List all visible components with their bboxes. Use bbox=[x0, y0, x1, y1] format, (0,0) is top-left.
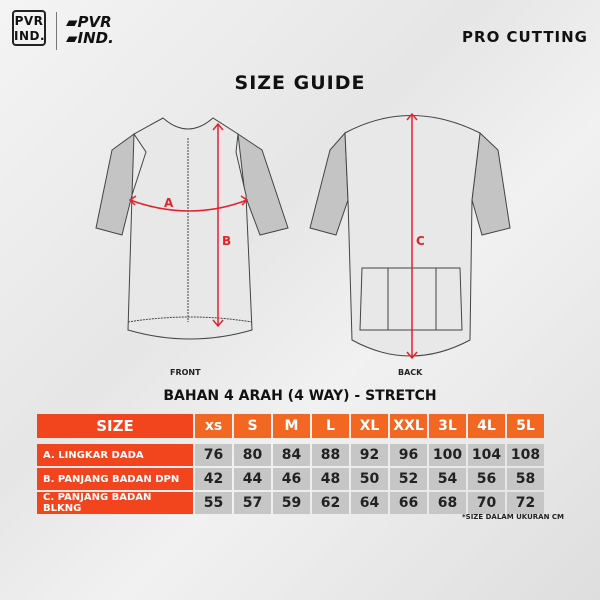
table-cell: 108 bbox=[507, 444, 544, 466]
back-left-sleeve bbox=[309, 131, 349, 236]
header-size: L bbox=[312, 414, 349, 438]
header-size: 5L bbox=[507, 414, 544, 438]
table-row: A. LINGKAR DADA 76 80 84 88 92 96 100 10… bbox=[37, 444, 544, 466]
front-caption: FRONT bbox=[170, 368, 201, 377]
table-cell: 68 bbox=[429, 492, 466, 514]
row-label: C. PANJANG BADAN BLKNG bbox=[37, 492, 193, 514]
table-cell: 46 bbox=[273, 468, 310, 490]
marker-b: B bbox=[222, 234, 232, 248]
row-label: A. LINGKAR DADA bbox=[37, 444, 193, 466]
brand-logo-left: PVR IND. bbox=[12, 10, 46, 46]
brand-logo-right: ▰PVR ▰IND. bbox=[66, 13, 114, 47]
measure-a bbox=[128, 195, 249, 212]
header-size: XL bbox=[351, 414, 388, 438]
size-table: SIZE xs S M L XL XXL 3L 4L 5L A. LINGKAR… bbox=[35, 412, 546, 516]
table-cell: 59 bbox=[273, 492, 310, 514]
table-cell: 44 bbox=[234, 468, 271, 490]
table-cell: 52 bbox=[390, 468, 427, 490]
table-cell: 55 bbox=[195, 492, 232, 514]
table-cell: 88 bbox=[312, 444, 349, 466]
front-body bbox=[127, 117, 253, 340]
table-cell: 84 bbox=[273, 444, 310, 466]
back-jersey bbox=[309, 115, 511, 357]
table-cell: 62 bbox=[312, 492, 349, 514]
table-header-row: SIZE xs S M L XL XXL 3L 4L 5L bbox=[37, 414, 544, 438]
marker-a: A bbox=[164, 196, 174, 210]
table-cell: 70 bbox=[468, 492, 505, 514]
table-cell: 104 bbox=[468, 444, 505, 466]
header-size: XXL bbox=[390, 414, 427, 438]
measure-b bbox=[212, 122, 224, 328]
unit-note: *SIZE DALAM UKURAN CM bbox=[462, 513, 564, 521]
table-row: B. PANJANG BADAN DPN 42 44 46 48 50 52 5… bbox=[37, 468, 544, 490]
table-cell: 66 bbox=[390, 492, 427, 514]
table-cell: 72 bbox=[507, 492, 544, 514]
table-row: C. PANJANG BADAN BLKNG 55 57 59 62 64 66… bbox=[37, 492, 544, 514]
table-cell: 54 bbox=[429, 468, 466, 490]
tagline: PRO CUTTING bbox=[462, 28, 588, 46]
marker-c: C bbox=[416, 234, 425, 248]
table-cell: 42 bbox=[195, 468, 232, 490]
header-size: M bbox=[273, 414, 310, 438]
table-cell: 100 bbox=[429, 444, 466, 466]
back-caption: BACK bbox=[398, 368, 423, 377]
header-size: xs bbox=[195, 414, 232, 438]
table-cell: 80 bbox=[234, 444, 271, 466]
table-cell: 50 bbox=[351, 468, 388, 490]
front-jersey bbox=[95, 117, 289, 340]
page-title: SIZE GUIDE bbox=[234, 72, 366, 94]
table-cell: 92 bbox=[351, 444, 388, 466]
header-size: S bbox=[234, 414, 271, 438]
header-size: 4L bbox=[468, 414, 505, 438]
table-cell: 48 bbox=[312, 468, 349, 490]
row-label: B. PANJANG BADAN DPN bbox=[37, 468, 193, 490]
table-cell: 76 bbox=[195, 444, 232, 466]
measure-c bbox=[406, 112, 418, 360]
header-size: 3L bbox=[429, 414, 466, 438]
front-left-sleeve bbox=[95, 132, 135, 236]
table-cell: 58 bbox=[507, 468, 544, 490]
logo-divider bbox=[56, 12, 57, 50]
table-cell: 64 bbox=[351, 492, 388, 514]
table-cell: 56 bbox=[468, 468, 505, 490]
table-subtitle: BAHAN 4 ARAH (4 WAY) - STRETCH bbox=[163, 388, 437, 404]
table-cell: 96 bbox=[390, 444, 427, 466]
header-size-label: SIZE bbox=[37, 414, 193, 438]
table-cell: 57 bbox=[234, 492, 271, 514]
